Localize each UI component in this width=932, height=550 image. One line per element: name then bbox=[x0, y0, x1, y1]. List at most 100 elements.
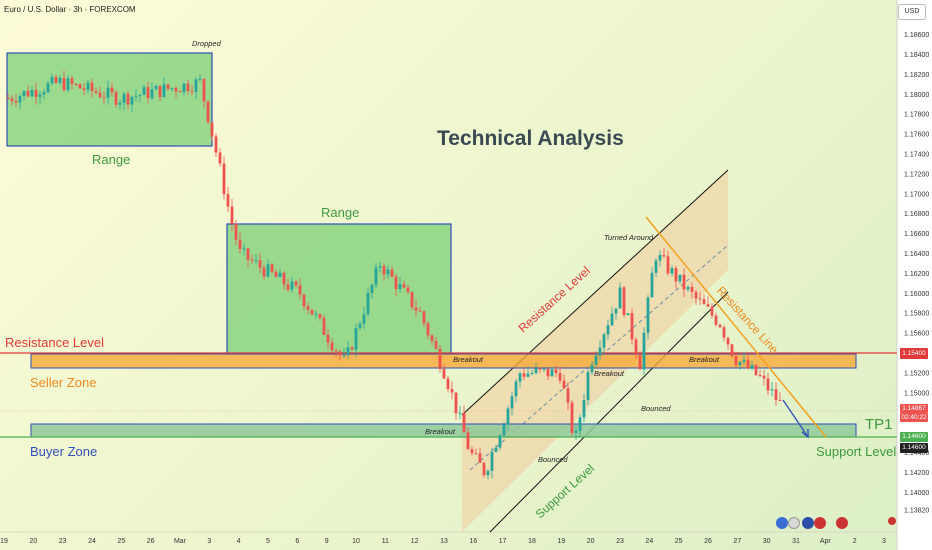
price-tick-label: 1.18200 bbox=[904, 72, 929, 79]
candle-body bbox=[546, 368, 550, 377]
candle-body bbox=[606, 325, 610, 335]
candle-body bbox=[366, 292, 370, 315]
candle-body bbox=[674, 268, 678, 282]
seller-zone bbox=[30, 353, 857, 369]
candle-body bbox=[354, 328, 358, 350]
label-bounced-2: Bounced bbox=[538, 455, 568, 464]
candle-body bbox=[222, 163, 226, 195]
candle-body bbox=[762, 375, 766, 379]
candle-body bbox=[578, 417, 582, 431]
candle-body bbox=[686, 286, 690, 290]
candle-body bbox=[138, 94, 142, 96]
candle-body bbox=[610, 313, 614, 326]
channel-upper-line bbox=[461, 169, 729, 416]
time-tick-label: 10 bbox=[352, 538, 360, 545]
price-tick-label: 1.16400 bbox=[904, 251, 929, 258]
candle-body bbox=[694, 292, 698, 299]
candle-body bbox=[658, 255, 662, 261]
price-tag-resistance: 1.15400 bbox=[900, 348, 928, 359]
candle-body bbox=[234, 223, 238, 240]
candle-body bbox=[726, 337, 730, 345]
candle-body bbox=[618, 287, 622, 309]
resistance-line-diagonal bbox=[645, 216, 827, 438]
candle-body bbox=[30, 89, 34, 97]
candle-body bbox=[6, 98, 10, 100]
candle-body bbox=[250, 259, 254, 261]
candle-body bbox=[470, 449, 474, 454]
candle-body bbox=[702, 299, 706, 305]
price-tick-label: 1.18600 bbox=[904, 32, 929, 39]
candle-body bbox=[38, 94, 42, 97]
candle-body bbox=[558, 372, 562, 381]
candle-body bbox=[70, 78, 74, 84]
price-tick-label: 1.17000 bbox=[904, 191, 929, 198]
price-tick-label: 1.16800 bbox=[904, 211, 929, 218]
candle-body bbox=[446, 378, 450, 390]
price-tick-label: 1.18000 bbox=[904, 92, 929, 99]
currency-button[interactable]: USD bbox=[898, 4, 926, 20]
candle-body bbox=[538, 368, 542, 370]
candle-body bbox=[130, 96, 134, 105]
time-tick-label: 2 bbox=[853, 538, 857, 545]
candle-body bbox=[166, 84, 170, 89]
candle-body bbox=[490, 451, 494, 471]
candle-body bbox=[394, 276, 398, 290]
event-flag-icon[interactable] bbox=[776, 517, 788, 529]
candle-body bbox=[114, 92, 118, 105]
candle-body bbox=[530, 372, 534, 374]
label-buyer-zone: Buyer Zone bbox=[30, 444, 97, 459]
price-tick-label: 1.14400 bbox=[904, 450, 929, 457]
candle-body bbox=[158, 85, 162, 97]
candle-body bbox=[418, 310, 422, 312]
time-tick-label: 24 bbox=[645, 538, 653, 545]
candle-body bbox=[522, 373, 526, 377]
price-tick-label: 1.15200 bbox=[904, 370, 929, 377]
candle-body bbox=[642, 332, 646, 370]
candle-body bbox=[182, 83, 186, 93]
time-axis-ticks: 19 20 23 24 25 26 Mar 3 4 5 6 9 10 11 12 13 16 17 18 19 20 23… bbox=[0, 538, 886, 545]
us-flag-icon[interactable] bbox=[888, 517, 896, 525]
candle-body bbox=[126, 93, 130, 105]
eu-flag-icon[interactable] bbox=[802, 517, 814, 529]
price-tick-label: 1.17200 bbox=[904, 171, 929, 178]
candle-body bbox=[554, 369, 558, 373]
candle-body bbox=[342, 355, 346, 357]
us-flag-icon[interactable] bbox=[814, 517, 826, 529]
symbol-title[interactable]: Euro / U.S. Dollar · 3h · FOREXCOM bbox=[4, 5, 136, 14]
candle-body bbox=[682, 274, 686, 290]
time-tick-label: 23 bbox=[616, 538, 624, 545]
candle-body bbox=[14, 101, 18, 103]
label-channel-support: Support Level bbox=[533, 461, 597, 521]
candle-body bbox=[346, 347, 350, 356]
label-resistance-level: Resistance Level bbox=[5, 335, 104, 350]
candle-body bbox=[566, 388, 570, 403]
candle-body bbox=[54, 77, 58, 83]
candle-body bbox=[466, 432, 470, 450]
candle-body bbox=[634, 339, 638, 356]
candle-body bbox=[230, 206, 234, 224]
price-tick-label: 1.14200 bbox=[904, 470, 929, 477]
candle-body bbox=[710, 306, 714, 316]
candle-body bbox=[414, 307, 418, 311]
candle-body bbox=[670, 268, 674, 274]
label-bounced-1: Bounced bbox=[641, 404, 671, 413]
candle-body bbox=[26, 90, 30, 97]
label-breakout-1: Breakout bbox=[453, 355, 484, 364]
candle-body bbox=[722, 327, 726, 338]
candle-body bbox=[622, 287, 626, 315]
price-axis-panel bbox=[897, 0, 932, 550]
candle-body bbox=[106, 87, 110, 98]
candle-body bbox=[74, 83, 78, 85]
event-flag-icon[interactable] bbox=[788, 517, 800, 529]
candle-body bbox=[390, 269, 394, 277]
candle-body bbox=[518, 373, 522, 382]
candle-body bbox=[398, 284, 402, 290]
candle-body bbox=[102, 97, 106, 99]
candle-body bbox=[94, 90, 98, 93]
candle-body bbox=[506, 408, 510, 425]
time-tick-label: 31 bbox=[792, 538, 800, 545]
candle-body bbox=[562, 380, 566, 389]
candle-body bbox=[90, 82, 94, 91]
us-flag-icon[interactable] bbox=[836, 517, 848, 529]
